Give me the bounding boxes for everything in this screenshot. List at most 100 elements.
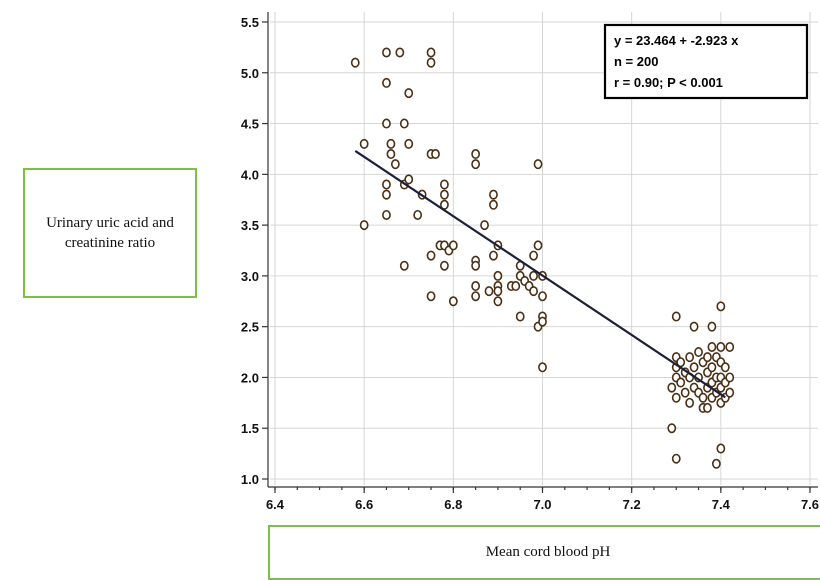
- data-point: [404, 88, 414, 99]
- y-tick-label: 1.5: [241, 421, 259, 436]
- x-tick-label: 7.0: [533, 497, 551, 512]
- data-point: [529, 286, 538, 297]
- y-tick-label: 4.5: [241, 117, 259, 132]
- y-tick-label: 3.5: [241, 218, 259, 233]
- stats-box: y = 23.464 + -2.923 x n = 200 r = 0.90; …: [603, 23, 809, 100]
- data-point: [680, 387, 690, 398]
- x-tick-label: 6.8: [444, 497, 462, 512]
- data-point: [725, 341, 735, 352]
- data-point: [471, 291, 481, 302]
- data-point: [529, 250, 538, 261]
- data-point: [426, 291, 436, 302]
- data-point: [395, 47, 405, 58]
- data-point: [538, 316, 547, 327]
- data-point: [493, 286, 503, 297]
- y-tick-labels: 1.0 1.5 2.0 2.5 3.0 3.5 4.0 4.5 5.0 5.5: [241, 15, 259, 487]
- regression-line: [354, 149, 726, 399]
- data-point: [489, 250, 498, 261]
- data-point: [399, 118, 409, 129]
- y-tick-label: 5.0: [241, 66, 259, 81]
- data-point: [471, 149, 481, 160]
- data-point: [685, 352, 695, 363]
- data-point: [716, 341, 726, 352]
- data-point: [671, 392, 681, 403]
- data-point: [386, 149, 396, 160]
- data-point: [667, 423, 677, 434]
- x-tick-label: 7.2: [623, 497, 641, 512]
- scatter-chart: 6.4 6.6 6.8 7.0 7.2 7.4 7.6 1.0 1.5 2.0 2.5 3.0 3.5…: [241, 12, 819, 512]
- x-axis-label: Mean cord blood pH: [268, 525, 820, 580]
- data-point: [382, 47, 391, 58]
- data-point: [711, 458, 721, 469]
- data-point: [489, 199, 498, 210]
- data-point: [698, 392, 708, 403]
- data-point: [725, 372, 735, 383]
- data-point: [431, 149, 440, 160]
- data-point: [725, 387, 735, 398]
- data-point: [426, 250, 436, 261]
- data-point: [515, 311, 525, 322]
- data-point: [689, 362, 699, 373]
- data-point: [538, 291, 547, 302]
- data-point: [720, 362, 730, 373]
- data-point: [426, 57, 436, 68]
- data-point: [382, 209, 391, 220]
- data-point: [529, 270, 538, 281]
- data-point: [359, 138, 369, 149]
- data-point: [716, 443, 726, 454]
- data-point: [703, 352, 712, 363]
- data-point: [480, 220, 489, 231]
- data-point: [533, 159, 543, 170]
- data-point: [382, 77, 391, 88]
- data-point: [484, 286, 494, 297]
- data-point: [399, 260, 409, 271]
- x-tick-label: 6.6: [355, 497, 373, 512]
- data-point: [533, 240, 543, 251]
- data-point: [404, 138, 414, 149]
- data-point: [440, 189, 449, 200]
- data-point: [493, 296, 503, 307]
- data-point: [426, 47, 436, 58]
- data-point: [707, 362, 717, 373]
- data-point: [671, 453, 681, 464]
- y-tick-label: 2.0: [241, 370, 259, 385]
- data-point: [413, 209, 423, 220]
- data-point: [511, 281, 521, 292]
- data-point: [471, 281, 481, 292]
- data-point: [489, 189, 498, 200]
- data-point: [448, 296, 458, 307]
- y-tick-label: 5.5: [241, 15, 259, 30]
- data-point: [382, 179, 391, 190]
- data-point: [538, 362, 547, 373]
- stats-equation: y = 23.464 + -2.923 x: [614, 33, 739, 48]
- data-point: [440, 179, 449, 190]
- data-point: [404, 174, 414, 185]
- data-point: [448, 240, 458, 251]
- data-point: [386, 138, 396, 149]
- data-point: [390, 159, 400, 170]
- stats-n: n = 200: [614, 54, 658, 69]
- data-point: [359, 220, 369, 231]
- data-point: [707, 321, 717, 332]
- data-point: [694, 347, 703, 358]
- data-point: [440, 260, 449, 271]
- data-point: [667, 382, 677, 393]
- x-tick-label: 7.4: [712, 497, 731, 512]
- x-tick-label: 7.6: [801, 497, 819, 512]
- y-axis-label: Urinary uric acid and creatinine ratio: [23, 168, 197, 298]
- data-point: [382, 118, 391, 129]
- data-point: [685, 397, 695, 408]
- x-tick-label: 6.4: [266, 497, 285, 512]
- y-tick-label: 4.0: [241, 167, 259, 182]
- data-point: [471, 260, 481, 271]
- data-point: [676, 377, 686, 388]
- stats-r-p: r = 0.90; P < 0.001: [614, 75, 723, 90]
- data-point: [716, 301, 726, 312]
- axes: [262, 12, 818, 493]
- data-points: [350, 47, 735, 469]
- data-point: [707, 341, 717, 352]
- data-point: [703, 402, 712, 413]
- data-point: [382, 189, 391, 200]
- data-point: [350, 57, 360, 68]
- y-tick-label: 1.0: [241, 472, 259, 487]
